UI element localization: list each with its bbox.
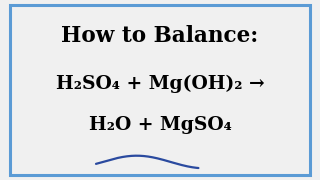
FancyBboxPatch shape	[10, 5, 310, 175]
Text: How to Balance:: How to Balance:	[61, 25, 259, 47]
Text: H₂O + MgSO₄: H₂O + MgSO₄	[89, 116, 231, 134]
Text: H₂SO₄ + Mg(OH)₂ →: H₂SO₄ + Mg(OH)₂ →	[56, 75, 264, 93]
